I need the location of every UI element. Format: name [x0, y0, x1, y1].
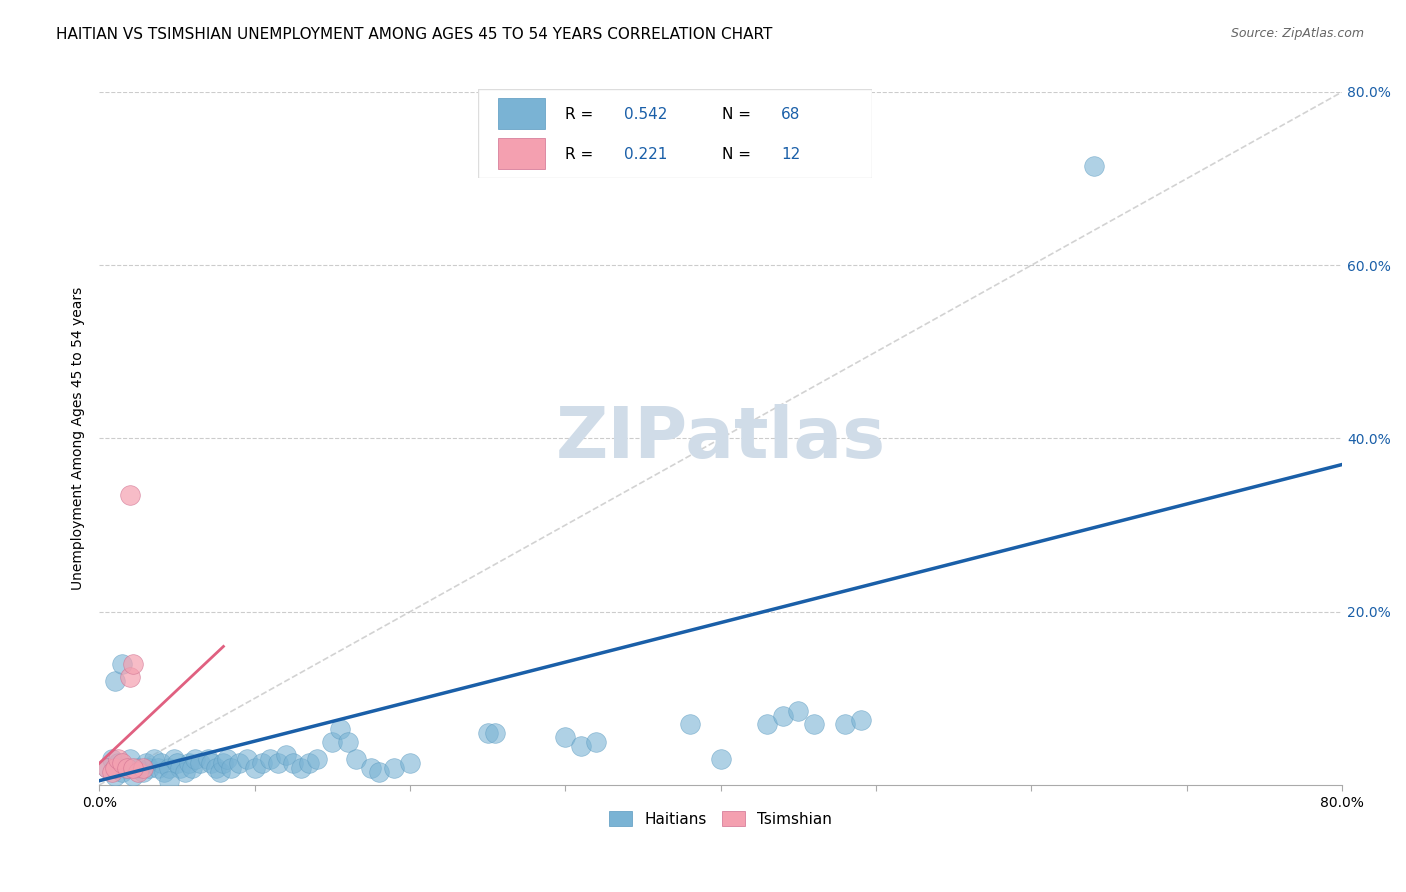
Point: [131, 761, 153, 775]
Point: [184, 752, 207, 766]
Point: [787, 705, 810, 719]
Point: [96, 761, 118, 775]
Text: R =: R =: [565, 107, 598, 121]
Point: [153, 765, 176, 780]
Point: [678, 717, 700, 731]
Point: [756, 717, 779, 731]
Y-axis label: Unemployment Among Ages 45 to 54 years: Unemployment Among Ages 45 to 54 years: [72, 287, 86, 591]
Text: N =: N =: [723, 147, 756, 161]
Point: [188, 756, 211, 771]
Point: [100, 752, 122, 766]
Point: [477, 726, 499, 740]
Point: [235, 752, 257, 766]
Point: [169, 761, 191, 775]
Point: [120, 488, 142, 502]
Text: R =: R =: [565, 147, 598, 161]
Point: [585, 735, 607, 749]
Point: [181, 761, 204, 775]
Point: [104, 674, 127, 689]
Point: [200, 756, 222, 771]
Text: ZIPatlas: ZIPatlas: [555, 404, 886, 473]
Point: [228, 756, 250, 771]
Point: [484, 726, 506, 740]
Point: [127, 765, 149, 780]
Point: [135, 756, 157, 771]
Point: [104, 761, 127, 775]
Point: [166, 756, 188, 771]
Point: [122, 761, 145, 775]
Point: [148, 761, 170, 775]
Point: [243, 761, 266, 775]
Point: [127, 761, 149, 775]
Point: [111, 765, 134, 780]
Point: [367, 765, 389, 780]
Point: [120, 752, 142, 766]
Text: 68: 68: [782, 107, 800, 121]
Point: [131, 765, 153, 780]
Text: 0.221: 0.221: [624, 147, 666, 161]
Point: [115, 761, 138, 775]
Point: [111, 756, 134, 771]
Point: [122, 769, 145, 783]
Text: 0.542: 0.542: [624, 107, 666, 121]
Point: [173, 765, 195, 780]
Point: [104, 769, 127, 783]
FancyBboxPatch shape: [498, 138, 546, 169]
Point: [179, 756, 201, 771]
Point: [122, 657, 145, 671]
Point: [569, 739, 592, 753]
Point: [157, 761, 180, 775]
Point: [360, 761, 382, 775]
Point: [107, 752, 129, 766]
Text: Source: ZipAtlas.com: Source: ZipAtlas.com: [1230, 27, 1364, 40]
Point: [344, 752, 367, 766]
Point: [772, 708, 794, 723]
Point: [96, 761, 118, 775]
Text: HAITIAN VS TSIMSHIAN UNEMPLOYMENT AMONG AGES 45 TO 54 YEARS CORRELATION CHART: HAITIAN VS TSIMSHIAN UNEMPLOYMENT AMONG …: [56, 27, 773, 42]
Point: [215, 752, 238, 766]
Legend: Haitians, Tsimshian: Haitians, Tsimshian: [603, 805, 838, 833]
Point: [107, 756, 129, 771]
Point: [138, 761, 160, 775]
Point: [142, 752, 165, 766]
Point: [197, 752, 219, 766]
Point: [212, 756, 235, 771]
Point: [100, 765, 122, 780]
Point: [1083, 159, 1105, 173]
Point: [150, 756, 173, 771]
Point: [554, 731, 576, 745]
Point: [290, 761, 312, 775]
Point: [267, 756, 290, 771]
Point: [120, 670, 142, 684]
Point: [274, 747, 297, 762]
Point: [204, 761, 226, 775]
Point: [115, 761, 138, 775]
Point: [834, 717, 856, 731]
Point: [283, 756, 305, 771]
Point: [163, 752, 186, 766]
Point: [399, 756, 422, 771]
Point: [219, 761, 242, 775]
Point: [382, 761, 405, 775]
Point: [803, 717, 825, 731]
Point: [111, 657, 134, 671]
Point: [329, 722, 352, 736]
Point: [157, 773, 180, 788]
Point: [321, 735, 343, 749]
Text: 12: 12: [782, 147, 800, 161]
Point: [252, 756, 274, 771]
Point: [305, 752, 328, 766]
Point: [298, 756, 321, 771]
Point: [336, 735, 359, 749]
FancyBboxPatch shape: [478, 89, 872, 178]
FancyBboxPatch shape: [498, 98, 546, 129]
Text: N =: N =: [723, 107, 756, 121]
Point: [849, 713, 872, 727]
Point: [209, 765, 232, 780]
Point: [259, 752, 281, 766]
Point: [710, 752, 733, 766]
